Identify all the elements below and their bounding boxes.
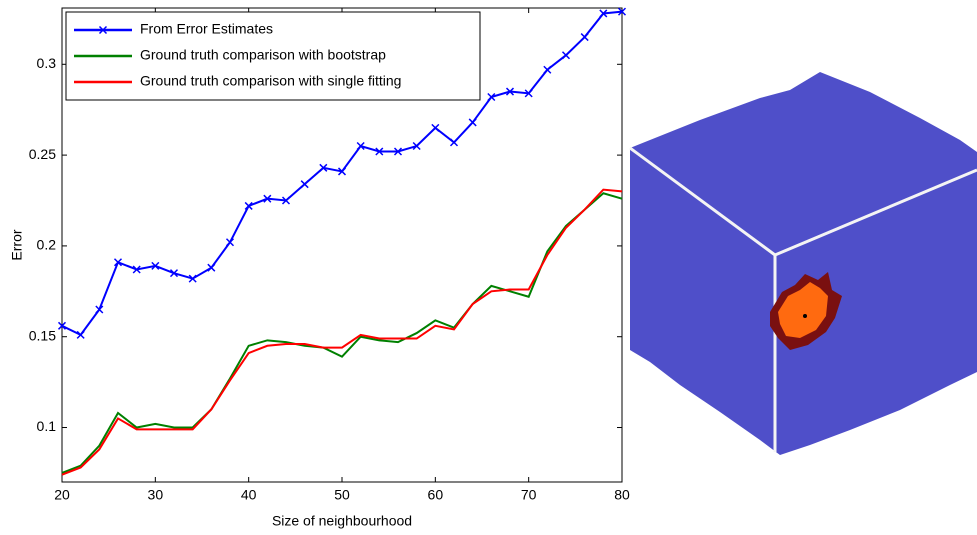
cube-edge <box>629 146 776 257</box>
legend-label: From Error Estimates <box>140 21 273 37</box>
y-tick-label: 0.2 <box>37 237 57 253</box>
x-tick-label: 20 <box>54 487 70 503</box>
data-marker <box>524 89 533 98</box>
data-marker <box>113 258 123 267</box>
legend-box <box>65 11 481 101</box>
data-marker <box>468 118 477 127</box>
x-tick-label: 30 <box>148 487 164 503</box>
x-tick-label: 60 <box>428 487 444 503</box>
cube-image <box>629 72 977 455</box>
x-axis-label: Size of neighbourhood <box>272 513 412 529</box>
data-marker <box>337 167 347 176</box>
data-marker <box>431 123 440 132</box>
blob-center <box>803 314 807 318</box>
data-marker <box>505 87 515 96</box>
legend-label: Ground truth comparison with single fitt… <box>140 73 401 89</box>
data-marker <box>132 265 141 274</box>
data-marker <box>617 7 627 16</box>
data-marker <box>393 147 403 156</box>
legend-marker <box>98 25 108 35</box>
y-tick-label: 0.3 <box>37 55 57 71</box>
data-marker <box>151 261 160 270</box>
y-axis-label: Error <box>9 229 25 260</box>
x-tick-label: 50 <box>334 487 350 503</box>
y-tick-label: 0.15 <box>29 327 56 343</box>
data-marker <box>281 196 291 205</box>
data-marker <box>487 92 496 102</box>
data-marker <box>225 238 235 247</box>
x-tick-label: 40 <box>241 487 257 503</box>
data-marker <box>449 138 459 147</box>
cube-volume <box>630 72 977 455</box>
data-marker <box>580 33 589 42</box>
data-marker <box>412 141 421 151</box>
data-marker <box>188 274 197 283</box>
data-marker <box>319 163 328 172</box>
data-marker <box>356 141 365 151</box>
data-marker <box>207 263 216 272</box>
data-marker <box>76 330 85 339</box>
blob-inner <box>778 282 828 338</box>
data-marker <box>95 305 104 314</box>
data-marker <box>375 147 384 156</box>
data-marker <box>263 194 272 203</box>
series-line <box>61 192 623 474</box>
y-tick-label: 0.1 <box>37 418 57 434</box>
y-tick-label: 0.25 <box>29 146 56 162</box>
data-marker <box>57 321 67 330</box>
data-marker <box>599 9 608 18</box>
data-marker <box>561 51 571 60</box>
cube-edge <box>774 168 977 257</box>
series-line <box>61 188 623 476</box>
data-marker <box>543 65 552 74</box>
data-marker <box>300 180 309 189</box>
legend-label: Ground truth comparison with bootstrap <box>140 47 386 63</box>
x-tick-label: 70 <box>521 487 537 503</box>
data-marker <box>244 201 253 210</box>
x-tick-label: 80 <box>614 487 630 503</box>
data-marker <box>169 269 179 278</box>
